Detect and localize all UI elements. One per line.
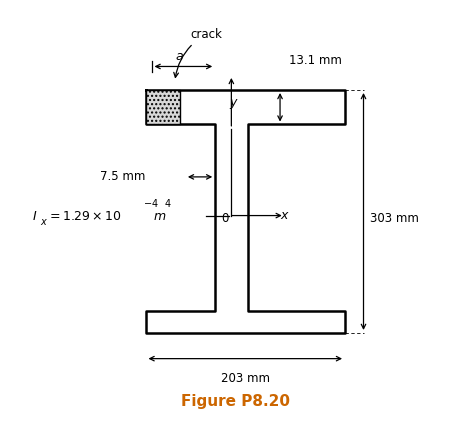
Text: a: a bbox=[176, 50, 183, 64]
Text: Figure P8.20: Figure P8.20 bbox=[182, 394, 290, 409]
Text: 303 mm: 303 mm bbox=[371, 212, 419, 226]
Text: $I$: $I$ bbox=[32, 210, 37, 223]
Text: x: x bbox=[280, 209, 287, 222]
Text: $-4$: $-4$ bbox=[143, 197, 159, 209]
Text: $= 1.29\times10$: $= 1.29\times10$ bbox=[47, 210, 122, 223]
Text: y: y bbox=[229, 96, 236, 110]
Text: 0: 0 bbox=[221, 212, 228, 226]
Text: 7.5 mm: 7.5 mm bbox=[100, 170, 145, 183]
Polygon shape bbox=[145, 90, 345, 333]
Text: 203 mm: 203 mm bbox=[221, 371, 270, 385]
Text: 13.1 mm: 13.1 mm bbox=[289, 53, 342, 67]
Text: $m$: $m$ bbox=[153, 210, 167, 223]
Text: crack: crack bbox=[174, 28, 222, 78]
Text: $4$: $4$ bbox=[164, 197, 171, 209]
Text: $x$: $x$ bbox=[40, 217, 49, 227]
Bar bbox=[145, 90, 180, 124]
